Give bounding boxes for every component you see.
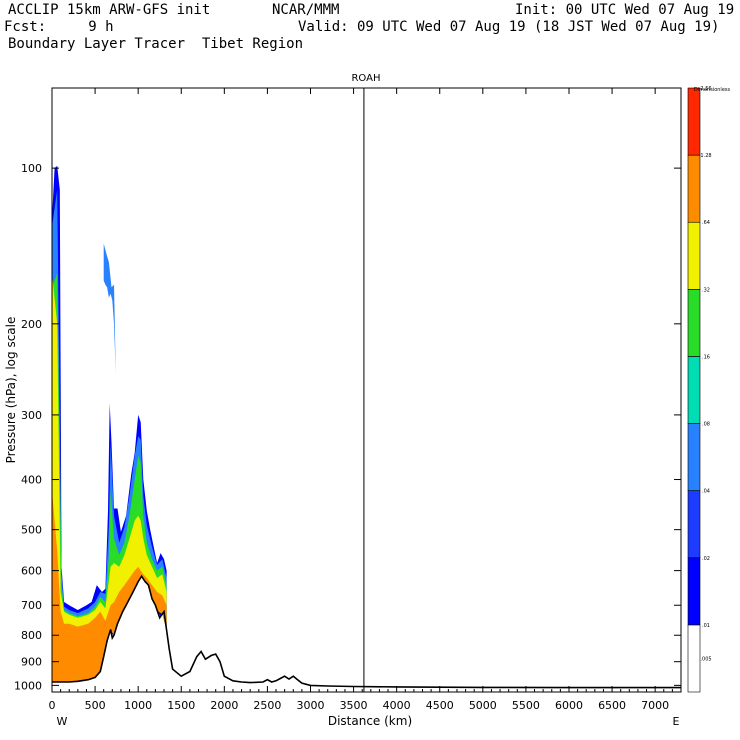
tracer-plume-4 [52, 490, 167, 682]
colorbar-swatch [687, 87, 701, 156]
x-tick-label: 2500 [253, 699, 281, 712]
y-tick-label: 600 [21, 565, 42, 578]
tracer-plumes [52, 165, 167, 682]
colorbar-level-label: .02 [702, 556, 710, 562]
colorbar-swatch [687, 624, 701, 693]
y-tick-label: 900 [21, 656, 42, 669]
organization-label: NCAR/MMM [272, 2, 340, 18]
x-axis-east-label: E [673, 715, 680, 728]
y-tick-label: 800 [21, 629, 42, 642]
tracer-plume-5 [103, 243, 116, 374]
product-title: Boundary Layer Tracer Tibet Region [8, 36, 304, 52]
colorbar-swatch [687, 356, 701, 424]
colorbar-level-label: 2.56 [700, 86, 711, 92]
x-tick-label: 1000 [124, 699, 152, 712]
colorbar: .005 .01 .02 .04 .08 .16 .32 .64 1.28 2.56 [687, 86, 712, 693]
x-axis-label: Distance (km) [328, 714, 412, 728]
x-axis-ticks: 0 500 1000 1500 2000 2500 3000 3500 4000 4500 5000… [49, 88, 673, 712]
y-tick-label: 400 [21, 474, 42, 487]
colorbar-level-label: .005 [700, 656, 711, 662]
chart-title: ROAH [351, 73, 380, 84]
y-tick-label: 700 [21, 599, 42, 612]
colorbar-title: Dimensionless [694, 87, 731, 93]
colorbar-level-label: .64 [702, 220, 710, 226]
colorbar-level-label: 1.28 [700, 153, 711, 159]
init-time: Init: 00 UTC Wed 07 Aug 19 [515, 2, 735, 18]
colorbar-level-label: .04 [702, 489, 710, 495]
x-tick-label: 3500 [340, 699, 368, 712]
y-tick-label: 100 [21, 162, 42, 175]
x-tick-label: 3000 [296, 699, 324, 712]
colorbar-level-label: .01 [702, 623, 710, 629]
x-tick-label: 7000 [641, 699, 669, 712]
y-tick-label: 1000 [14, 679, 42, 692]
x-tick-label: 5000 [469, 699, 497, 712]
x-tick-label: 2000 [210, 699, 238, 712]
x-tick-label: 4000 [383, 699, 411, 712]
terrain-profile [52, 574, 681, 689]
valid-time: Valid: 09 UTC Wed 07 Aug 19 (18 JST Wed … [298, 19, 720, 35]
x-tick-label: 1500 [167, 699, 195, 712]
terrain-line [52, 574, 681, 689]
y-axis-ticks: 100 200 300 400 500 600 700 800 900 1000 [14, 162, 681, 692]
x-tick-label: 5500 [512, 699, 540, 712]
colorbar-swatch [687, 423, 701, 491]
x-axis-west-label: W [57, 715, 68, 728]
x-tick-label: 6500 [598, 699, 626, 712]
x-tick-label: 0 [49, 699, 56, 712]
y-tick-label: 300 [21, 409, 42, 422]
colorbar-level-label: .08 [702, 422, 710, 428]
y-axis-label: Pressure (hPa), log scale [4, 317, 18, 464]
colorbar-level-label: .16 [702, 354, 710, 360]
y-tick-label: 500 [21, 524, 42, 537]
colorbar-swatch [687, 490, 701, 559]
colorbar-swatch [687, 289, 701, 357]
plot-frame [51, 87, 682, 693]
x-tick-label: 500 [85, 699, 106, 712]
colorbar-swatch [687, 221, 701, 290]
x-tick-label: 4500 [426, 699, 454, 712]
y-tick-label: 200 [21, 318, 42, 331]
x-tick-label: 6000 [555, 699, 583, 712]
forecast-hour: Fcst: 9 h [4, 19, 114, 35]
colorbar-swatch [687, 557, 701, 626]
colorbar-swatch [687, 154, 701, 223]
colorbar-level-label: .32 [702, 287, 710, 293]
model-title: ACCLIP 15km ARW-GFS init [8, 2, 211, 18]
